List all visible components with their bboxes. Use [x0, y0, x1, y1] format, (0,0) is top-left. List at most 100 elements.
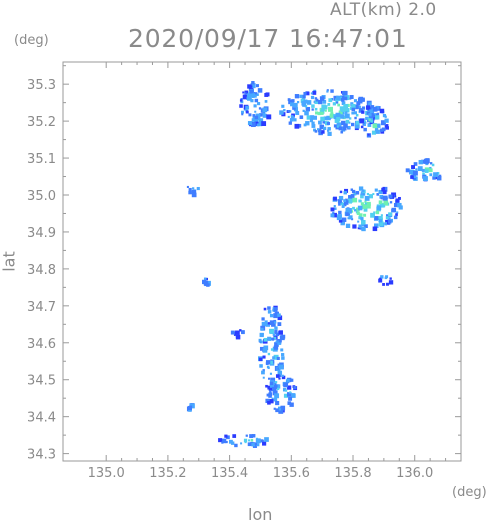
echo-cluster	[202, 277, 211, 287]
echo-cell	[314, 111, 319, 115]
echo-cell	[370, 212, 376, 218]
echo-cell	[353, 99, 358, 103]
echo-cell	[262, 441, 267, 446]
echo-cell	[387, 217, 391, 221]
echo-cell	[351, 104, 356, 109]
echo-cell	[278, 342, 282, 345]
echo-cell	[261, 370, 265, 375]
echo-cell	[310, 115, 315, 120]
echo-cell	[361, 226, 366, 232]
echo-cell	[267, 352, 271, 356]
echo-cell	[372, 123, 378, 129]
echo-cell	[320, 116, 325, 122]
echo-cell	[350, 102, 354, 106]
echo-cell	[259, 346, 264, 351]
echo-cell	[290, 116, 295, 120]
echo-cell	[240, 100, 244, 104]
echo-cell	[253, 104, 257, 108]
echo-cell	[385, 216, 389, 220]
echo-cell	[275, 401, 280, 406]
echo-cell	[281, 375, 286, 380]
echo-cell	[258, 107, 262, 110]
echo-cell	[278, 377, 281, 380]
echo-cell	[295, 111, 300, 115]
echo-cell	[289, 391, 292, 394]
echo-cell	[242, 94, 248, 100]
echo-cell	[262, 348, 268, 353]
echo-cell	[277, 342, 280, 345]
echo-cell	[378, 278, 383, 283]
echo-cell	[265, 322, 271, 327]
echo-cell	[275, 374, 280, 378]
echo-cell	[436, 172, 440, 175]
echo-cell	[191, 189, 197, 195]
echo-cell	[293, 385, 297, 390]
echo-cell	[269, 381, 274, 386]
echo-cell	[300, 98, 306, 103]
echo-cell	[367, 123, 372, 127]
echo-cell	[257, 102, 261, 106]
echo-cell	[382, 114, 387, 118]
echo-cell	[431, 163, 435, 167]
echo-cell	[338, 195, 344, 201]
echo-cell	[224, 434, 228, 438]
echo-cell	[250, 83, 256, 89]
echo-cell	[315, 98, 319, 102]
echo-cell	[343, 199, 347, 203]
echo-cell	[234, 443, 238, 448]
y-tick-label: 35.2	[27, 115, 56, 130]
echo-cell	[343, 191, 347, 195]
echo-cell	[393, 215, 398, 220]
echo-cell	[317, 111, 321, 116]
echo-cell	[281, 356, 285, 360]
echo-cell	[397, 202, 402, 208]
x-axis-title: lon	[248, 505, 273, 524]
echo-cell	[363, 127, 367, 132]
echo-cell	[310, 95, 315, 100]
echo-cell	[273, 307, 278, 312]
echo-cell	[273, 397, 278, 402]
echo-cell	[385, 219, 390, 225]
echo-cell	[276, 384, 281, 389]
y-tick-label: 34.8	[27, 263, 56, 278]
echo-cell	[330, 89, 334, 93]
echo-cell	[345, 211, 350, 217]
echo-cell	[188, 408, 192, 412]
echo-cell	[337, 125, 340, 128]
echo-cell	[326, 89, 329, 92]
echo-cell	[290, 378, 294, 382]
echo-cell	[274, 326, 278, 330]
echo-cell	[218, 438, 223, 443]
echo-cell	[228, 439, 233, 444]
echo-cell	[267, 322, 271, 325]
x-axis-unit: (deg)	[452, 485, 487, 500]
echo-cell	[351, 111, 355, 115]
echo-cell	[348, 210, 352, 214]
echo-cell	[269, 383, 274, 388]
echo-cell	[343, 90, 348, 96]
echo-cell	[244, 90, 249, 95]
echo-cell	[286, 378, 290, 383]
echo-cell	[302, 94, 306, 99]
echo-cell	[367, 133, 370, 136]
echo-cell	[335, 100, 339, 104]
echo-cell	[341, 217, 347, 222]
echo-cell	[250, 438, 254, 442]
echo-cell	[304, 104, 308, 108]
echo-cell	[257, 88, 263, 93]
echo-cell	[283, 393, 288, 398]
echo-cell	[343, 96, 348, 101]
echo-cluster	[378, 275, 394, 286]
echo-cluster	[186, 403, 195, 412]
echo-cell	[382, 186, 388, 192]
echo-cell	[312, 90, 317, 95]
echo-cell	[254, 98, 259, 103]
x-tick-label: 135.8	[334, 466, 371, 481]
echo-cell	[267, 377, 271, 380]
echo-cell	[273, 313, 279, 319]
echo-cell	[302, 109, 305, 112]
echo-cell	[352, 224, 357, 229]
echo-cell	[255, 84, 259, 88]
echo-cell	[261, 121, 267, 127]
echo-cell	[287, 98, 291, 102]
